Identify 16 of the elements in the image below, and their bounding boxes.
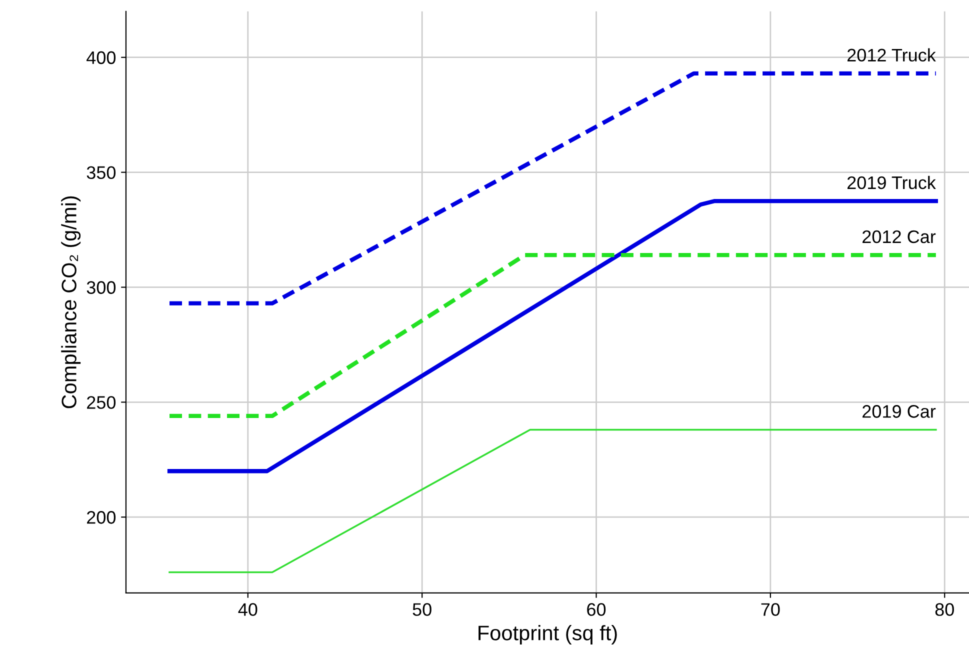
series-label: 2019 Truck bbox=[847, 176, 936, 190]
y-tick-label: 300 bbox=[86, 281, 116, 294]
x-tick-label: 40 bbox=[238, 603, 258, 616]
series-label: 2019 Car bbox=[862, 405, 936, 418]
series-label: 2012 Car bbox=[862, 230, 936, 244]
x-tick-label: 60 bbox=[587, 603, 606, 616]
x-tick-label: 70 bbox=[761, 603, 780, 616]
y-tick-label: 350 bbox=[86, 166, 116, 180]
x-tick-label: 50 bbox=[412, 603, 432, 616]
x-axis-title: Footprint (sq ft) bbox=[478, 625, 617, 644]
series-label: 2012 Truck bbox=[847, 48, 936, 62]
x-tick-label: 80 bbox=[935, 603, 954, 616]
y-tick-label: 250 bbox=[87, 396, 116, 409]
y-tick-label: 400 bbox=[86, 51, 116, 64]
y-tick-label: 200 bbox=[87, 511, 116, 524]
y-axis-title: Compliance CO₂ (g/mi) bbox=[61, 196, 81, 408]
